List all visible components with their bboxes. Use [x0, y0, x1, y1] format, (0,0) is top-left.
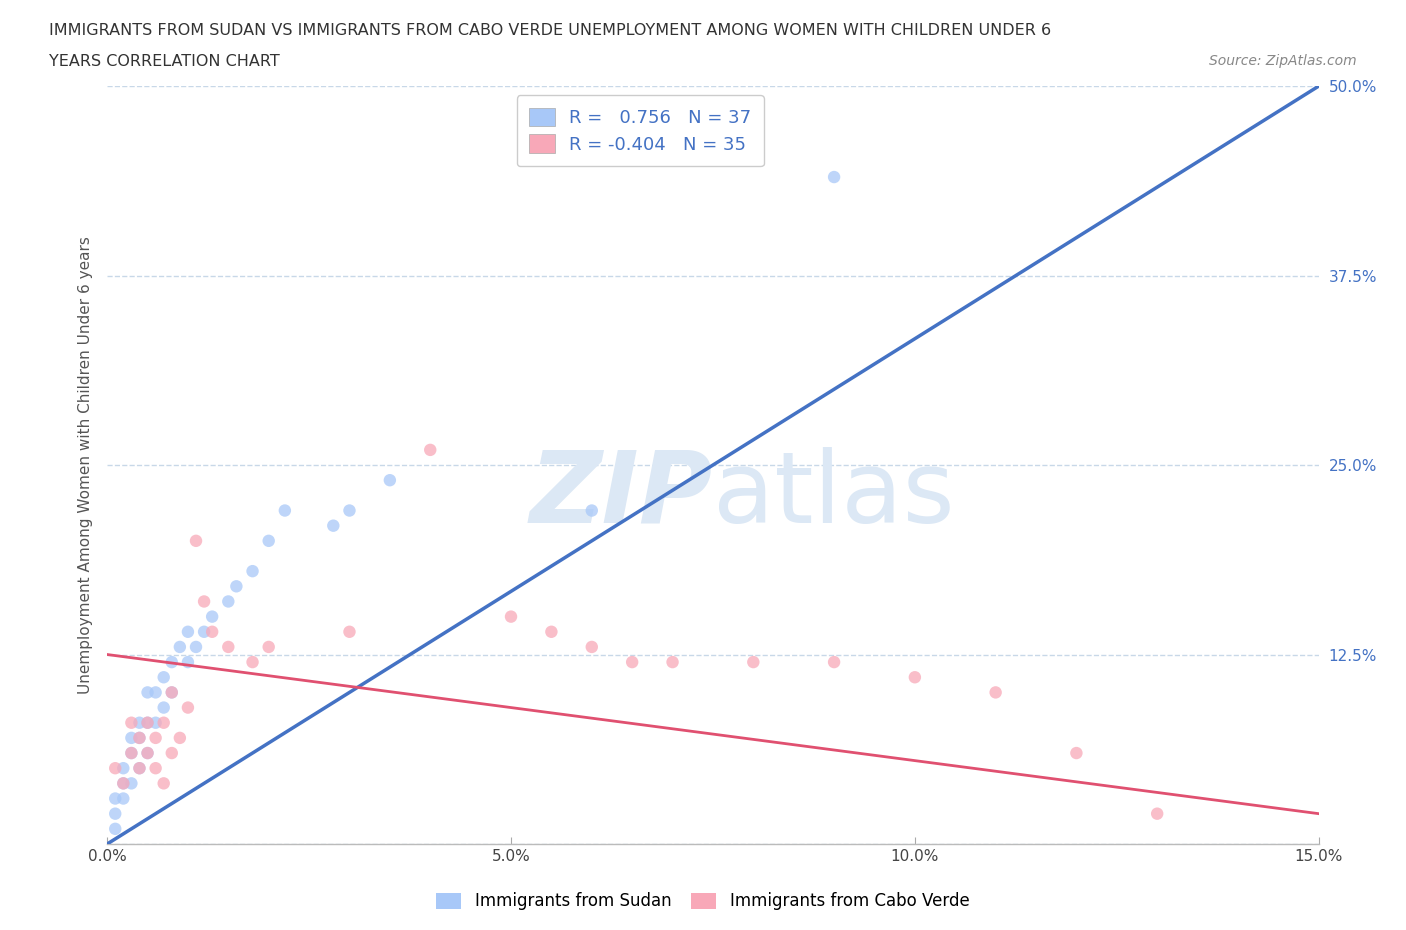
- Point: [128, 761, 150, 776]
- Point: [621, 655, 644, 670]
- Point: [160, 685, 183, 700]
- Point: [120, 715, 142, 730]
- Point: [145, 730, 167, 745]
- Point: [257, 640, 280, 655]
- Point: [120, 746, 142, 761]
- Point: [742, 655, 765, 670]
- Point: [169, 640, 191, 655]
- Point: [112, 776, 135, 790]
- Point: [499, 609, 522, 624]
- Point: [339, 624, 361, 639]
- Point: [136, 715, 159, 730]
- Point: [145, 761, 167, 776]
- Point: [274, 503, 297, 518]
- Point: [177, 655, 200, 670]
- Text: Source: ZipAtlas.com: Source: ZipAtlas.com: [1209, 54, 1357, 68]
- Point: [120, 746, 142, 761]
- Point: [136, 746, 159, 761]
- Point: [184, 640, 207, 655]
- Point: [104, 761, 127, 776]
- Point: [112, 761, 135, 776]
- Point: [242, 655, 264, 670]
- Point: [177, 700, 200, 715]
- Point: [378, 472, 401, 487]
- Point: [201, 609, 224, 624]
- Legend: R =   0.756   N = 37, R = -0.404   N = 35: R = 0.756 N = 37, R = -0.404 N = 35: [516, 95, 763, 166]
- Point: [217, 594, 239, 609]
- Point: [193, 624, 215, 639]
- Point: [128, 730, 150, 745]
- Text: IMMIGRANTS FROM SUDAN VS IMMIGRANTS FROM CABO VERDE UNEMPLOYMENT AMONG WOMEN WIT: IMMIGRANTS FROM SUDAN VS IMMIGRANTS FROM…: [49, 23, 1052, 38]
- Legend: Immigrants from Sudan, Immigrants from Cabo Verde: Immigrants from Sudan, Immigrants from C…: [430, 885, 976, 917]
- Point: [160, 655, 183, 670]
- Point: [145, 685, 167, 700]
- Point: [1066, 746, 1088, 761]
- Point: [160, 685, 183, 700]
- Point: [152, 715, 174, 730]
- Point: [257, 534, 280, 549]
- Point: [145, 715, 167, 730]
- Point: [581, 503, 603, 518]
- Text: ZIP: ZIP: [530, 446, 713, 544]
- Point: [823, 169, 845, 184]
- Point: [184, 534, 207, 549]
- Point: [904, 670, 927, 684]
- Point: [104, 821, 127, 836]
- Point: [136, 746, 159, 761]
- Point: [160, 746, 183, 761]
- Point: [112, 791, 135, 806]
- Text: YEARS CORRELATION CHART: YEARS CORRELATION CHART: [49, 54, 280, 69]
- Y-axis label: Unemployment Among Women with Children Under 6 years: Unemployment Among Women with Children U…: [79, 236, 93, 694]
- Point: [104, 791, 127, 806]
- Text: atlas: atlas: [713, 446, 955, 544]
- Point: [128, 761, 150, 776]
- Point: [661, 655, 683, 670]
- Point: [136, 715, 159, 730]
- Point: [152, 776, 174, 790]
- Point: [177, 624, 200, 639]
- Point: [169, 730, 191, 745]
- Point: [225, 578, 247, 593]
- Point: [120, 730, 142, 745]
- Point: [322, 518, 344, 533]
- Point: [152, 700, 174, 715]
- Point: [581, 640, 603, 655]
- Point: [201, 624, 224, 639]
- Point: [104, 806, 127, 821]
- Point: [128, 730, 150, 745]
- Point: [152, 670, 174, 684]
- Point: [128, 715, 150, 730]
- Point: [112, 776, 135, 790]
- Point: [823, 655, 845, 670]
- Point: [217, 640, 239, 655]
- Point: [540, 624, 562, 639]
- Point: [984, 685, 1007, 700]
- Point: [242, 564, 264, 578]
- Point: [339, 503, 361, 518]
- Point: [136, 685, 159, 700]
- Point: [193, 594, 215, 609]
- Point: [1146, 806, 1168, 821]
- Point: [419, 443, 441, 458]
- Point: [120, 776, 142, 790]
